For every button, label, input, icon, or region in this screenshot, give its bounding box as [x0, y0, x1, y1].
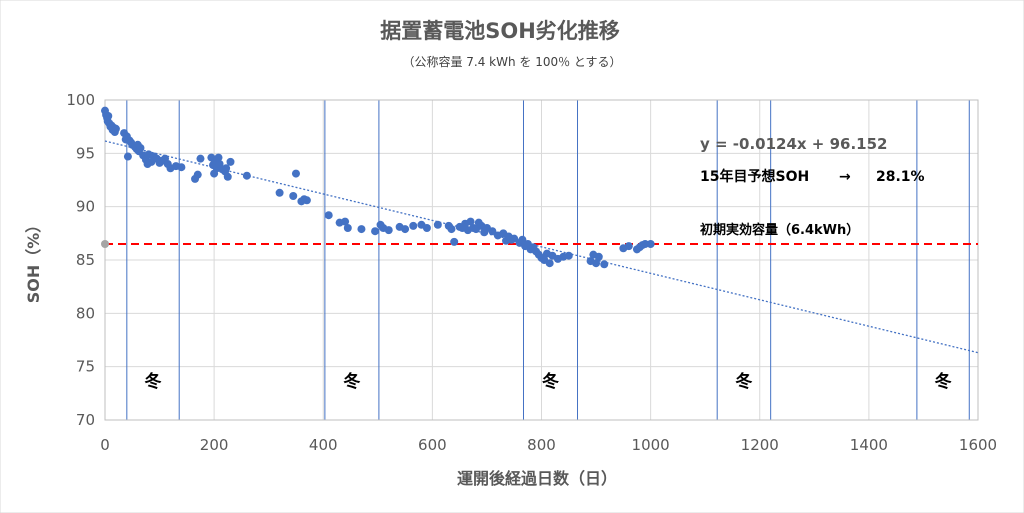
data-point [518, 235, 527, 244]
data-point [401, 225, 410, 234]
data-point [242, 171, 251, 180]
data-point [104, 112, 113, 120]
data-point [510, 234, 519, 243]
plot-frame [104, 99, 979, 421]
data-point [324, 211, 333, 220]
data-point [488, 227, 497, 236]
y-tick-label: 90 [76, 198, 95, 216]
data-point [214, 153, 223, 162]
data-point [223, 172, 232, 181]
winter-markers: 冬冬冬冬冬 [126, 100, 970, 420]
data-point [600, 260, 609, 269]
x-tick-label: 0 [100, 436, 110, 454]
y-tick-label: 100 [66, 91, 95, 109]
data-point [289, 192, 298, 200]
data-points [101, 106, 655, 269]
data-point [302, 196, 311, 205]
data-point [275, 188, 284, 197]
winter-label: 冬 [935, 371, 952, 392]
data-point [196, 154, 205, 163]
trend-equation: y = -0.0124x + 96.152 [700, 135, 887, 153]
data-point [646, 240, 655, 248]
data-point [371, 227, 380, 236]
data-point [466, 217, 475, 226]
data-point [111, 124, 120, 133]
winter-label: 冬 [735, 371, 752, 392]
data-point [343, 224, 352, 232]
data-point [592, 259, 601, 268]
x-axis-title: 運開後経過日数（日） [457, 469, 617, 488]
x-tick-label: 200 [200, 436, 229, 454]
data-point [341, 217, 350, 226]
winter-label: 冬 [145, 371, 162, 392]
y-axis-title: SOH（%） [24, 217, 43, 304]
chart-subtitle: （公称容量 7.4 kWh を 100％ とする） [402, 54, 621, 69]
data-point [384, 226, 393, 235]
data-point [226, 157, 235, 166]
data-point [545, 259, 554, 268]
x-tick-label: 600 [418, 436, 447, 454]
data-point [409, 221, 418, 230]
data-point [123, 152, 132, 161]
forecast-arrow: → [839, 169, 851, 185]
data-point [222, 164, 231, 173]
data-point [433, 220, 442, 229]
forecast-value: 28.1% [876, 169, 925, 185]
y-tick-label: 70 [76, 411, 95, 429]
forecast-label: 15年目予想SOH [700, 168, 809, 185]
data-point [594, 252, 603, 261]
data-point [357, 225, 366, 234]
y-tick-label: 75 [76, 358, 95, 376]
winter-label: 冬 [343, 371, 360, 392]
chart-title: 据置蓄電池SOH劣化推移 [380, 19, 620, 43]
x-tick-label: 1600 [959, 436, 997, 454]
highlight-point [101, 240, 109, 248]
y-tick-label: 80 [76, 304, 95, 322]
winter-label: 冬 [542, 371, 559, 392]
y-tick-label: 85 [76, 251, 95, 269]
x-tick-label: 800 [527, 436, 556, 454]
data-point [624, 242, 633, 251]
data-point [450, 237, 459, 246]
data-point [177, 163, 186, 172]
reference-line-label: 初期実効容量（6.4kWh） [700, 222, 859, 238]
data-point [291, 169, 300, 178]
y-tick-label: 95 [76, 144, 95, 162]
x-tick-label: 400 [309, 436, 338, 454]
data-point [136, 144, 145, 152]
data-point [447, 225, 456, 234]
data-point [193, 170, 202, 179]
data-point [564, 251, 573, 260]
data-point [422, 224, 431, 232]
x-tick-label: 1200 [741, 436, 779, 454]
x-tick-label: 1400 [850, 436, 888, 454]
x-tick-label: 1000 [632, 436, 670, 454]
